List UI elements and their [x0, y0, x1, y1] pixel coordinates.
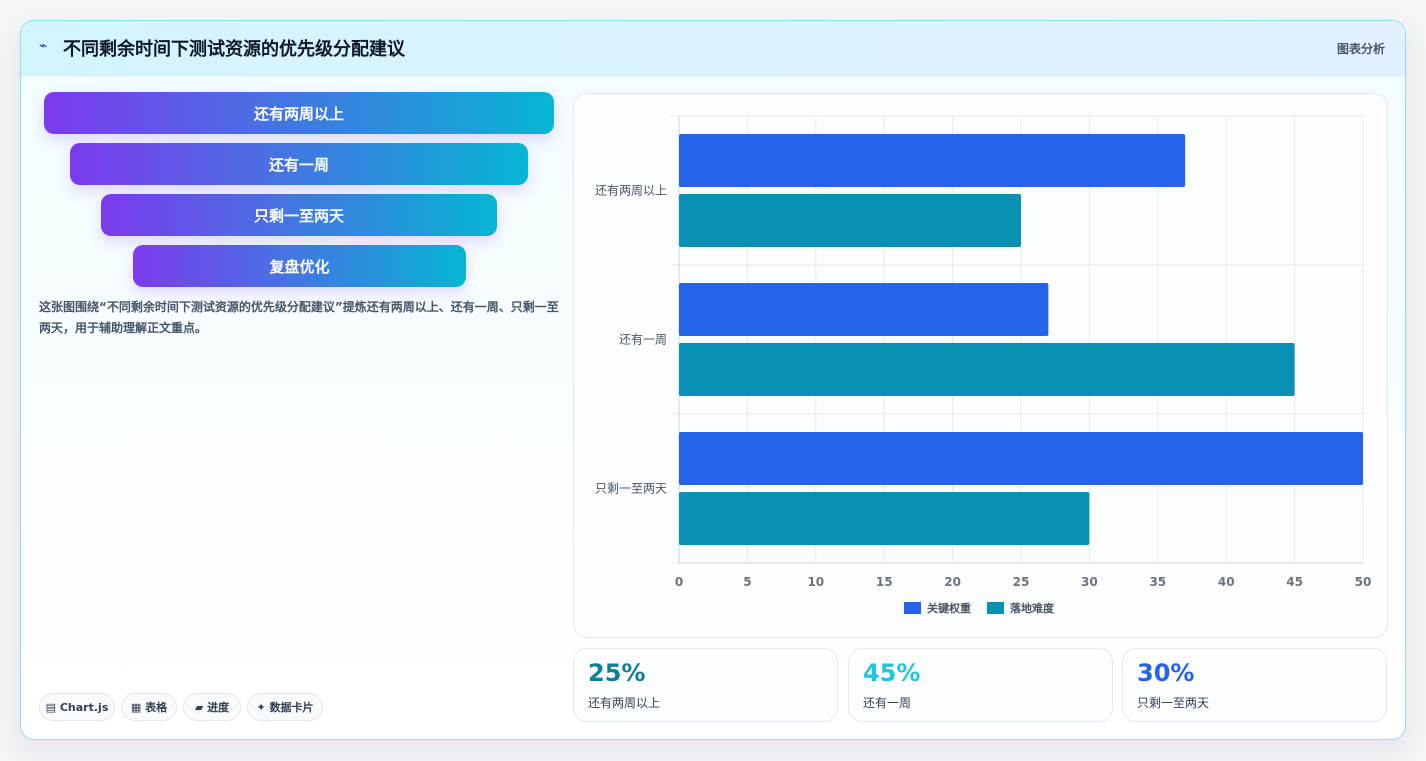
legend-label: 落地难度: [1010, 601, 1055, 615]
header-tag: 图表分析: [1336, 42, 1385, 56]
stat-card-3: 30% 只剩一至两天: [1122, 648, 1387, 722]
stat-value: 25%: [588, 659, 646, 687]
card-header: ⌁ 不同剩余时间下测试资源的优先级分配建议 图表分析: [21, 21, 1405, 76]
bar-difficulty: [679, 194, 1021, 247]
x-tick-label: 20: [944, 575, 961, 589]
table-icon: ▦: [130, 700, 142, 714]
y-tick-label: 只剩一至两天: [595, 482, 667, 496]
sparkle-icon: ✦: [256, 700, 266, 714]
x-tick-label: 50: [1355, 575, 1372, 589]
bar-weight: [679, 432, 1363, 485]
stat-card-2: 45% 还有一周: [848, 648, 1113, 722]
x-tick-label: 10: [807, 575, 824, 589]
x-tick-label: 35: [1149, 575, 1166, 589]
stat-value: 30%: [1137, 659, 1195, 687]
x-tick-label: 45: [1286, 575, 1303, 589]
description-text: 这张图围绕“不同剩余时间下测试资源的优先级分配建议”提炼还有两周以上、还有一周、…: [39, 300, 559, 335]
x-tick-label: 15: [876, 575, 893, 589]
chip-label: 数据卡片: [269, 701, 314, 714]
chip-label: 进度: [207, 701, 230, 714]
bar-weight: [679, 134, 1186, 187]
legend-label: 关键权重: [927, 601, 971, 615]
stat-card-1: 25% 还有两周以上: [573, 648, 838, 722]
x-tick-label: 30: [1081, 575, 1098, 589]
chip-data-card[interactable]: ✦ 数据卡片: [247, 693, 323, 721]
x-tick-label: 5: [743, 575, 751, 589]
chip-label: Chart.js: [59, 700, 109, 714]
progress-icon: ▰: [194, 700, 204, 714]
line-chart-icon: ⌁: [39, 38, 48, 54]
y-tick-label: 还有一周: [619, 333, 667, 347]
y-tick-label: 还有两周以上: [595, 184, 667, 198]
stat-label: 只剩一至两天: [1137, 696, 1210, 710]
funnel-step-1: 还有两周以上: [44, 92, 554, 134]
legend-swatch: [904, 602, 921, 614]
stat-label: 还有两周以上: [588, 696, 661, 710]
x-tick-label: 0: [675, 575, 683, 589]
chart-panel: 还有两周以上还有一周只剩一至两天 0 5 10 15 20 25 30 35 40 45 50 关键权重…: [573, 93, 1388, 638]
funnel-step-2: 还有一周: [70, 143, 528, 185]
bar-weight: [679, 283, 1049, 336]
funnel-step-4: 复盘优化: [133, 245, 466, 287]
main-card: ⌁ 不同剩余时间下测试资源的优先级分配建议 图表分析 还有两周以上 还有一周 只…: [20, 20, 1406, 740]
x-tick-label: 40: [1218, 575, 1235, 589]
stat-value: 45%: [863, 659, 921, 687]
bar-difficulty: [679, 343, 1295, 396]
chip-chartjs[interactable]: ▤ Chart.js: [39, 693, 115, 721]
legend-swatch: [987, 602, 1004, 614]
bar-difficulty: [679, 492, 1090, 545]
chip-table[interactable]: ▦ 表格: [121, 693, 177, 721]
page-title: 不同剩余时间下测试资源的优先级分配建议: [63, 39, 405, 60]
chart-icon: ▤: [45, 700, 57, 714]
chip-progress[interactable]: ▰ 进度: [183, 693, 241, 721]
chip-label: 表格: [145, 701, 168, 714]
funnel-step-3: 只剩一至两天: [101, 194, 497, 236]
x-tick-label: 25: [1013, 575, 1030, 589]
stat-label: 还有一周: [863, 696, 912, 710]
